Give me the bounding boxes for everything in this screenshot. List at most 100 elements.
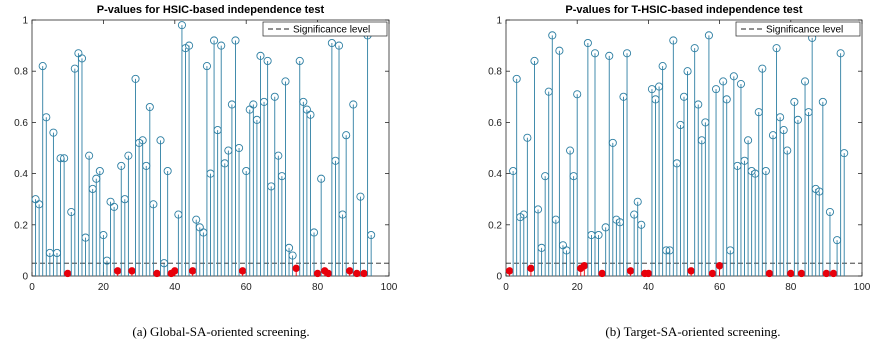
- legend: Significance level: [735, 21, 861, 37]
- stem-point: [256, 51, 265, 60]
- stem-point: [658, 62, 667, 71]
- stem-point: [284, 243, 294, 252]
- stem-point: [594, 230, 603, 240]
- y-tick-label: 0: [22, 272, 28, 283]
- legend: Significance level: [262, 21, 388, 37]
- stem-point: [117, 161, 126, 170]
- stem-point: [683, 67, 692, 76]
- stem-point: [131, 74, 140, 83]
- stem-point: [185, 41, 194, 50]
- stem-point: [295, 56, 304, 66]
- x-tick-label: 0: [29, 282, 35, 293]
- x-tick-label: 60: [714, 282, 726, 293]
- stem-point: [249, 100, 258, 109]
- significant-point: [346, 267, 354, 275]
- significant-point: [153, 269, 161, 278]
- stem-point: [800, 77, 810, 86]
- stem-point: [779, 126, 788, 135]
- stem-point: [776, 113, 785, 122]
- stem-point: [758, 64, 767, 73]
- panel-caption: (a) Global-SA-oriented screening.: [132, 324, 309, 339]
- stem-point: [573, 90, 582, 99]
- significant-point: [360, 269, 368, 278]
- panel-caption: (b) Target-SA-oriented screening.: [605, 324, 780, 339]
- stem-point: [633, 197, 642, 206]
- stem-point: [637, 220, 646, 229]
- stem-point: [736, 79, 746, 89]
- stem-point: [202, 62, 211, 71]
- significant-point: [313, 269, 322, 278]
- stem-point: [263, 56, 272, 66]
- stem-point: [694, 100, 703, 109]
- significant-point: [505, 267, 514, 275]
- significant-point: [188, 267, 197, 275]
- stem-point: [367, 230, 376, 240]
- stem-point: [217, 41, 226, 50]
- stem-point: [149, 200, 158, 209]
- stem-point: [124, 151, 133, 160]
- stem-point: [309, 228, 319, 237]
- stem-point: [38, 62, 47, 71]
- stem-point: [647, 85, 657, 94]
- y-tick-label: 1: [496, 16, 502, 27]
- stem-point: [761, 166, 770, 176]
- significant-point: [238, 267, 247, 275]
- significant-point: [527, 264, 535, 273]
- y-tick-label: 0.6: [488, 118, 502, 129]
- y-tick-label: 0.2: [14, 220, 28, 231]
- stem-point: [235, 143, 244, 153]
- stem-point: [192, 215, 201, 224]
- stem-point: [622, 49, 632, 58]
- x-tick-label: 20: [572, 282, 584, 293]
- stem-point: [783, 146, 792, 155]
- x-tick-label: 100: [381, 282, 398, 293]
- stem-point: [523, 133, 532, 142]
- stem-point: [49, 128, 58, 137]
- stem-point: [327, 38, 336, 48]
- stem-point: [77, 54, 87, 63]
- stem-point: [99, 230, 108, 240]
- x-tick-label: 20: [98, 282, 110, 293]
- stem-point: [772, 44, 781, 53]
- significant-point: [797, 269, 806, 278]
- stem-point: [349, 100, 358, 109]
- stem-point: [288, 251, 297, 260]
- significant-point: [787, 269, 795, 278]
- stem-point: [719, 77, 728, 86]
- stem-point: [110, 202, 119, 211]
- stem-point: [306, 110, 315, 119]
- chart-panel-a: P-values for HSIC-based independence tes…: [14, 4, 398, 293]
- stem-point: [605, 51, 614, 60]
- x-tick-label: 40: [169, 282, 181, 293]
- stem-point: [704, 31, 713, 40]
- stem-point: [42, 113, 51, 122]
- y-tick-label: 1: [22, 16, 28, 27]
- x-tick-label: 100: [854, 282, 871, 293]
- significant-point: [128, 267, 136, 275]
- stem-point: [356, 192, 365, 201]
- stem-point: [299, 97, 308, 106]
- stem-point: [177, 21, 186, 30]
- y-tick-label: 0.8: [14, 67, 28, 78]
- stem-point: [722, 95, 731, 104]
- significant-point: [765, 269, 774, 278]
- chart-title: P-values for T-HSIC-based independence t…: [565, 4, 803, 16]
- stem-point: [690, 44, 699, 53]
- stem-point: [334, 41, 344, 50]
- stem-point: [85, 151, 94, 160]
- significant-point: [644, 269, 653, 278]
- stem-point: [270, 92, 279, 101]
- y-tick-label: 0: [496, 272, 502, 283]
- significant-point: [113, 267, 122, 275]
- significant-point: [822, 269, 831, 278]
- x-tick-label: 80: [312, 282, 324, 293]
- stem-point: [163, 166, 172, 176]
- significant-point: [829, 269, 838, 278]
- y-tick-label: 0.4: [14, 169, 28, 180]
- stem-point: [818, 97, 827, 106]
- significant-point: [580, 262, 589, 270]
- x-tick-label: 40: [643, 282, 655, 293]
- significant-point: [708, 269, 717, 278]
- x-tick-label: 80: [785, 282, 797, 293]
- stem-point: [566, 146, 575, 155]
